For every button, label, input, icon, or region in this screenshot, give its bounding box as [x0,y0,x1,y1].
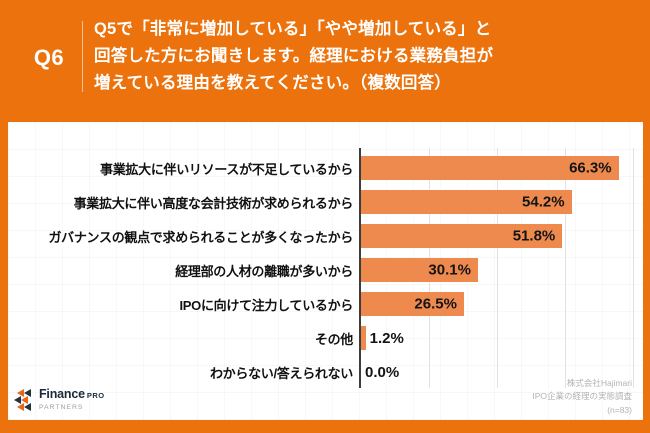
bar: 66.3% [361,156,619,180]
bar-track: 66.3% [361,151,633,185]
bar [361,326,366,350]
source-survey: IPO企業の経理の実態調査 [532,391,632,401]
brand-name-main: Finance [39,387,85,401]
brand-logo: Finance PRO PARTNERS [14,388,105,411]
gridline [633,148,634,388]
value-label: 1.2% [369,329,404,347]
question-text-line: 回答した方にお聞きします。経理における業務負担が [94,47,494,65]
chart-row: わからない/答えられない 0.0% [8,355,643,389]
category-label: わからない/答えられない [209,365,353,381]
question-header: Q6 Q5で「非常に増加している」「やや増加している」と 回答した方にお聞きしま… [0,0,650,122]
source-note: 株式会社Hajimari IPO企業の経理の実態調査 (n=83) [532,377,632,418]
category-label: 経理部の人材の離職が多いから [175,263,353,279]
category-label: ガバナンスの観点で求められることが多くなったから [48,229,353,245]
bar-track: 1.2% [361,321,633,355]
source-sample-size: (n=83) [607,404,632,415]
header-divider [82,21,83,92]
bar-track: 30.1% [361,253,633,287]
brand-name: Finance PRO [39,388,105,402]
bar-track: 51.8% [361,219,633,253]
category-label: 事業拡大に伴い高度な会計技術が求められるから [73,195,354,211]
category-label: 事業拡大に伴いリソースが不足しているから [100,161,353,177]
question-text-line: 増えている理由を教えてください。（複数回答） [94,74,452,92]
question-text: Q5で「非常に増加している」「やや増加している」と 回答した方にお聞きします。経… [94,16,493,97]
chart-row: 事業拡大に伴い高度な会計技術が求められるから 54.2% [8,185,643,219]
value-label: 51.8% [512,227,556,245]
category-label: IPOに向けて注力しているから [179,297,353,313]
bar: 54.2% [361,190,572,214]
bar-track: 0.0% [361,355,633,389]
bar-track: 26.5% [361,287,633,321]
bar-chart: 事業拡大に伴いリソースが不足しているから 66.3% 事業拡大に伴い高度な会計技術が… [8,151,643,389]
chart-card: 事業拡大に伴いリソースが不足しているから 66.3% 事業拡大に伴い高度な会計技術が… [8,122,643,420]
y-axis-line [359,148,361,388]
brand-name-suffix: PRO [86,391,105,400]
chart-row: IPOに向けて注力しているから 26.5% [8,287,643,321]
bar: 30.1% [361,258,478,282]
question-number: Q6 [33,45,65,70]
chart-row: 経理部の人材の離職が多いから 30.1% [8,253,643,287]
brand-logo-icon [14,388,31,411]
gridline [497,148,498,388]
bar: 26.5% [361,292,464,316]
question-text-line: Q5で「非常に増加している」「やや増加している」と [94,20,492,38]
chart-row: ガバナンスの観点で求められることが多くなったから 51.8% [8,219,643,253]
brand-text: Finance PRO PARTNERS [39,388,105,411]
bar: 51.8% [361,224,563,248]
value-label: 26.5% [414,295,457,313]
chart-row: 事業拡大に伴いリソースが不足しているから 66.3% [8,151,643,185]
chart-row: その他 1.2% [8,321,643,355]
source-company: 株式会社Hajimari [566,377,632,388]
value-label: 54.2% [522,193,565,211]
brand-subname: PARTNERS [39,404,84,411]
value-label: 66.3% [569,159,612,177]
value-label: 30.1% [428,261,471,279]
bar-track: 54.2% [361,185,633,219]
gridline [565,148,566,388]
category-label: その他 [314,331,353,347]
value-label: 0.0% [365,363,400,381]
